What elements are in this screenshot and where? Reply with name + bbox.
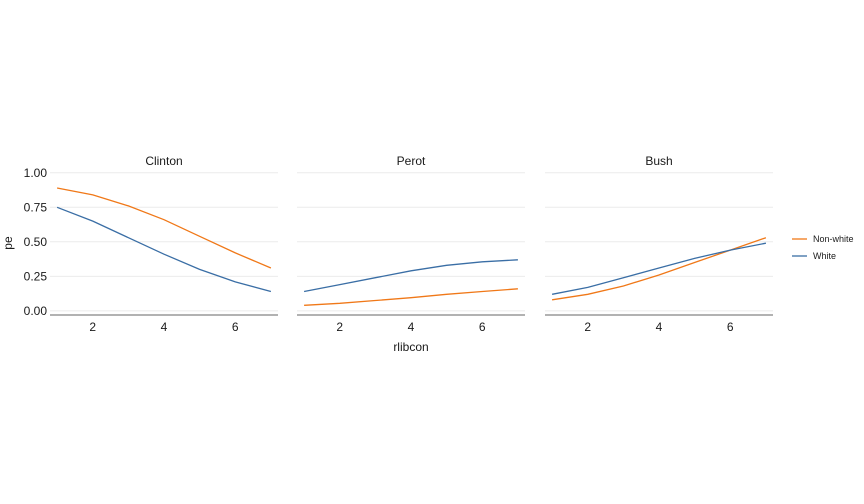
y-tick-label: 0.00	[24, 304, 48, 318]
y-tick-label: 0.50	[24, 235, 48, 249]
series-line-non-white	[552, 237, 767, 301]
panel-clinton: 2 4 6 0.00 0.25 0.50 0.75 1.00 Clinton	[24, 154, 278, 334]
x-tick-label: 4	[656, 320, 663, 334]
series-line-non-white	[56, 187, 272, 269]
legend-label: White	[813, 251, 836, 261]
panel-title: Bush	[645, 154, 672, 168]
y-tick-label: 0.25	[24, 269, 48, 283]
series-line-white	[303, 259, 518, 293]
x-axis-title: rlibcon	[393, 340, 428, 354]
series-line-white	[551, 242, 767, 295]
x-tick-label: 2	[584, 320, 591, 334]
panel-title: Perot	[397, 154, 426, 168]
series-line-non-white	[304, 288, 518, 306]
x-tick-label: 6	[232, 320, 239, 334]
y-axis-title: pe	[1, 236, 15, 250]
panel-title: Clinton	[145, 154, 182, 168]
panel-perot: 2 4 6 Perot	[297, 154, 525, 334]
x-tick-label: 2	[89, 320, 96, 334]
series-line-white	[56, 206, 272, 293]
y-tick-label: 1.00	[24, 166, 48, 180]
x-tick-label: 6	[479, 320, 486, 334]
legend-item: White	[792, 251, 836, 261]
x-tick-label: 4	[408, 320, 415, 334]
legend-item: Non-white	[792, 234, 854, 244]
legend: Non-white White	[792, 234, 854, 261]
y-tick-label: 0.75	[24, 200, 48, 214]
x-tick-label: 6	[727, 320, 734, 334]
x-tick-label: 4	[161, 320, 168, 334]
panel-bush: 2 4 6 Bush	[545, 154, 773, 334]
legend-label: Non-white	[813, 234, 854, 244]
panels: 2 4 6 0.00 0.25 0.50 0.75 1.00 Clinton 2 4 6 Perot 2 4…	[24, 154, 773, 334]
x-tick-label: 2	[336, 320, 343, 334]
